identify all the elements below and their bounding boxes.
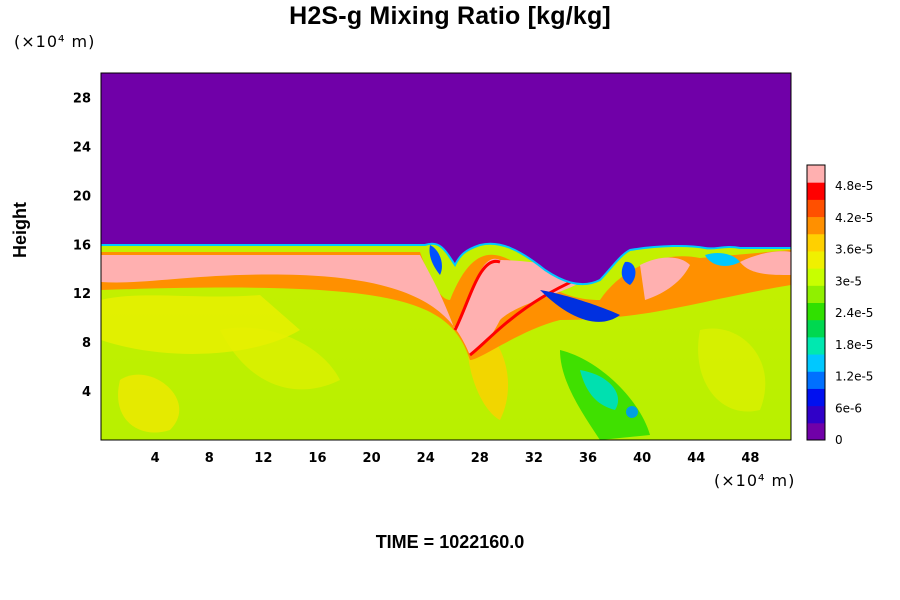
colorbar-segment (807, 285, 825, 303)
x-tick-label: 20 (363, 451, 381, 466)
colorbar-tick-label: 4.8e-5 (835, 179, 873, 193)
colorbar-tick-label: 3.6e-5 (835, 243, 873, 257)
colorbar-segment (807, 268, 825, 286)
colorbar-segment (807, 302, 825, 321)
y-tick-label: 16 (73, 238, 91, 253)
y-tick-label: 4 (82, 385, 91, 400)
colorbar-segment (807, 354, 825, 372)
x-tick-label: 8 (205, 451, 214, 466)
y-tick-label: 28 (73, 91, 91, 106)
colorbar-segment (807, 422, 825, 441)
x-tick-label: 36 (579, 451, 597, 466)
colorbar-segment (807, 165, 825, 183)
y-unit-label: (×10⁴ m) (14, 32, 96, 51)
colorbar-segment (807, 405, 825, 424)
x-tick-label: 28 (471, 451, 489, 466)
x-tick-label: 44 (687, 451, 705, 466)
x-tick-label: 48 (741, 451, 759, 466)
colorbar-segment (807, 371, 825, 389)
colorbar-tick-label: 0 (835, 433, 843, 447)
colorbar-tick-label: 3e-5 (835, 274, 862, 288)
colorbar-frame (806, 164, 826, 441)
colorbar-segment (807, 250, 825, 269)
colorbar-tick-label: 1.8e-5 (835, 338, 873, 352)
colorbar: 0 6e-6 1.2e-5 1.8e-5 2.4e-5 3e-5 3.6e-5 4.2e-5 4… (806, 164, 873, 447)
colorbar-segment (807, 199, 825, 218)
x-tick-label: 16 (308, 451, 326, 466)
colorbar-tick-label: 6e-6 (835, 401, 862, 415)
colorbar-segment (807, 319, 825, 338)
colorbar-segment (807, 182, 825, 200)
colorbar-segment (807, 216, 825, 235)
y-axis-ticks: 4 8 12 16 20 24 28 (73, 91, 91, 400)
x-tick-label: 32 (525, 451, 543, 466)
time-label: TIME = 1022160.0 (375, 532, 525, 552)
x-tick-label: 4 (151, 451, 160, 466)
x-unit-label: (×10⁴ m) (714, 471, 796, 490)
chart-title: H2S-g Mixing Ratio [kg/kg] (289, 2, 611, 30)
y-tick-label: 24 (73, 140, 91, 155)
colorbar-tick-label: 1.2e-5 (835, 370, 873, 384)
x-tick-label: 24 (417, 451, 435, 466)
colorbar-segment (807, 336, 825, 355)
colorbar-tick-label: 4.2e-5 (835, 211, 873, 225)
y-tick-label: 20 (73, 189, 91, 204)
x-tick-label: 40 (633, 451, 651, 466)
y-tick-label: 8 (82, 336, 91, 351)
colorbar-tick-label: 2.4e-5 (835, 306, 873, 320)
x-tick-label: 12 (254, 451, 272, 466)
x-axis-ticks: 4 8 12 16 20 24 28 32 36 40 44 48 (151, 451, 760, 466)
colorbar-segment (807, 388, 825, 407)
colorbar-segment (807, 233, 825, 252)
y-tick-label: 12 (73, 287, 91, 302)
plot-frame (100, 72, 792, 441)
heatmap-field (101, 73, 791, 440)
